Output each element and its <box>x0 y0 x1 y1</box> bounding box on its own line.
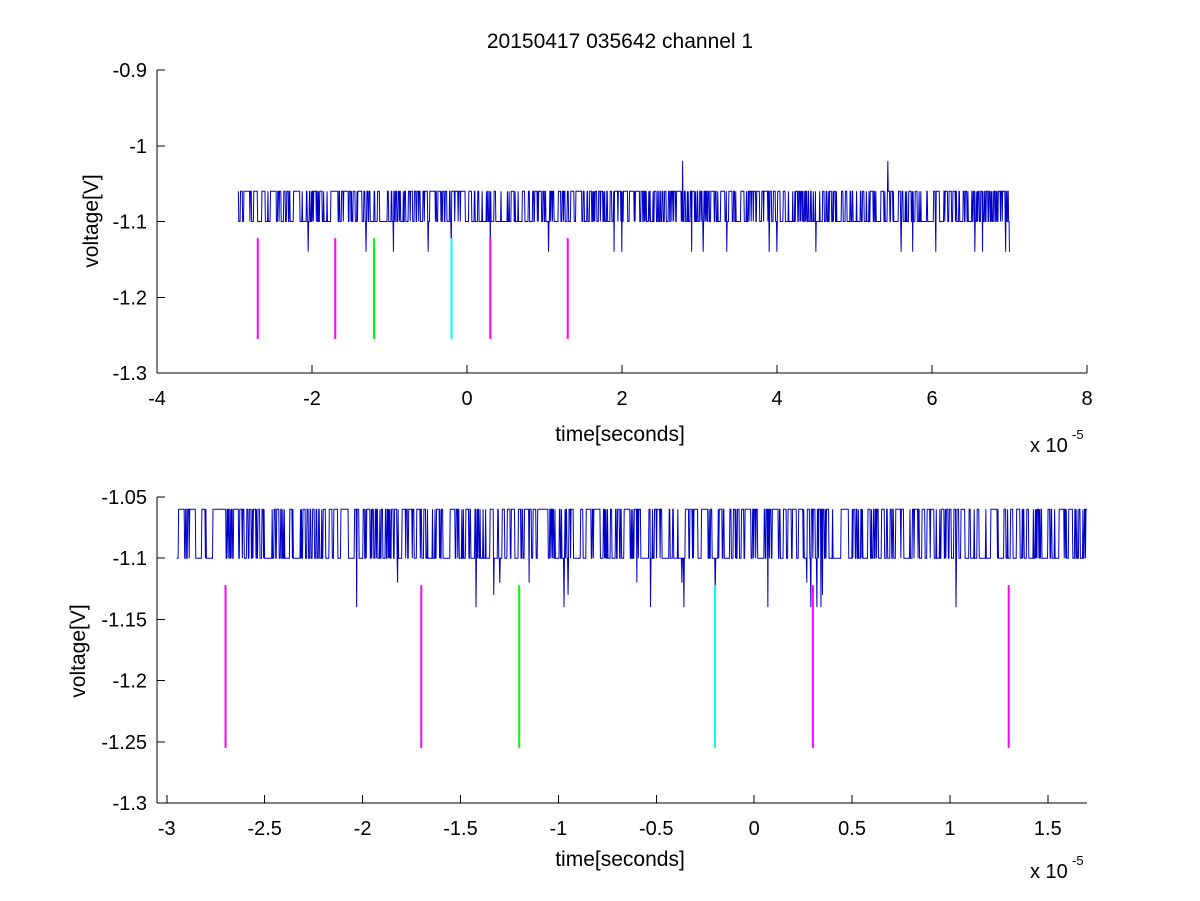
top-axes: -4 -2 0 2 4 6 8 -1.3 -1.2 -1.1 -1 -0.9 <box>113 60 1093 410</box>
x-tick-label: -0.5 <box>639 818 673 840</box>
x-tick-label: 1.5 <box>1034 818 1062 840</box>
y-tick-label: -1.3 <box>113 793 147 815</box>
y-tick-label: -1.3 <box>113 363 147 385</box>
bottom-event-markers <box>224 585 1010 748</box>
bottom-x-exponent-power: -5 <box>1072 853 1084 868</box>
top-x-axis-label: time[seconds] <box>555 423 685 446</box>
bottom-axes: -3 -2.5 -2 -1.5 -1 -0.5 0 0.5 1 1.5 -1.3 -1.25 -1.2 -… <box>101 487 1087 840</box>
x-tick-label: 0.5 <box>838 818 866 840</box>
top-y-axis-label: voltage[V] <box>80 174 103 267</box>
x-tick-label: 0 <box>461 388 472 410</box>
x-tick-label: 8 <box>1081 388 1092 410</box>
x-tick-label: -1.5 <box>443 818 477 840</box>
chart-title: 20150417 035642 channel 1 <box>487 30 753 53</box>
top-x-exponent-base: x 10 <box>1030 435 1068 457</box>
x-tick-label: -2.5 <box>247 818 281 840</box>
y-tick-label: -1.2 <box>113 287 147 309</box>
x-tick-label: 2 <box>616 388 627 410</box>
top-event-markers <box>256 238 569 339</box>
bottom-signal-trace <box>176 508 1087 608</box>
y-tick-label: -1.1 <box>113 548 147 570</box>
top-signal-trace <box>237 160 1010 252</box>
x-tick-label: 4 <box>771 388 782 410</box>
signal-line <box>176 508 1087 608</box>
y-tick-label: -1.25 <box>101 732 147 754</box>
x-tick-label: 1 <box>944 818 955 840</box>
x-tick-label: 6 <box>926 388 937 410</box>
x-tick-label: -1 <box>549 818 567 840</box>
y-tick-label: -1.05 <box>101 487 147 509</box>
x-tick-label: -2 <box>354 818 372 840</box>
bottom-x-exponent-base: x 10 <box>1030 861 1068 883</box>
top-plot: -4 -2 0 2 4 6 8 -1.3 -1.2 -1.1 -1 -0.9 time[seconds… <box>80 60 1093 457</box>
signal-line <box>237 160 1010 252</box>
x-tick-label: 0 <box>749 818 760 840</box>
y-tick-label: -0.9 <box>113 60 147 82</box>
y-tick-label: -1.15 <box>101 609 147 631</box>
x-tick-label: -3 <box>158 818 176 840</box>
top-x-exponent-power: -5 <box>1072 427 1084 442</box>
x-tick-label: -4 <box>148 388 166 410</box>
y-tick-label: -1.2 <box>113 671 147 693</box>
bottom-x-axis-label: time[seconds] <box>555 848 685 871</box>
bottom-y-axis-label: voltage[V] <box>67 604 90 697</box>
y-tick-label: -1 <box>129 136 147 158</box>
x-tick-label: -2 <box>303 388 321 410</box>
y-tick-label: -1.1 <box>113 212 147 234</box>
bottom-plot: -3 -2.5 -2 -1.5 -1 -0.5 0 0.5 1 1.5 -1.3 -1.25 -1.2 -… <box>67 487 1087 883</box>
